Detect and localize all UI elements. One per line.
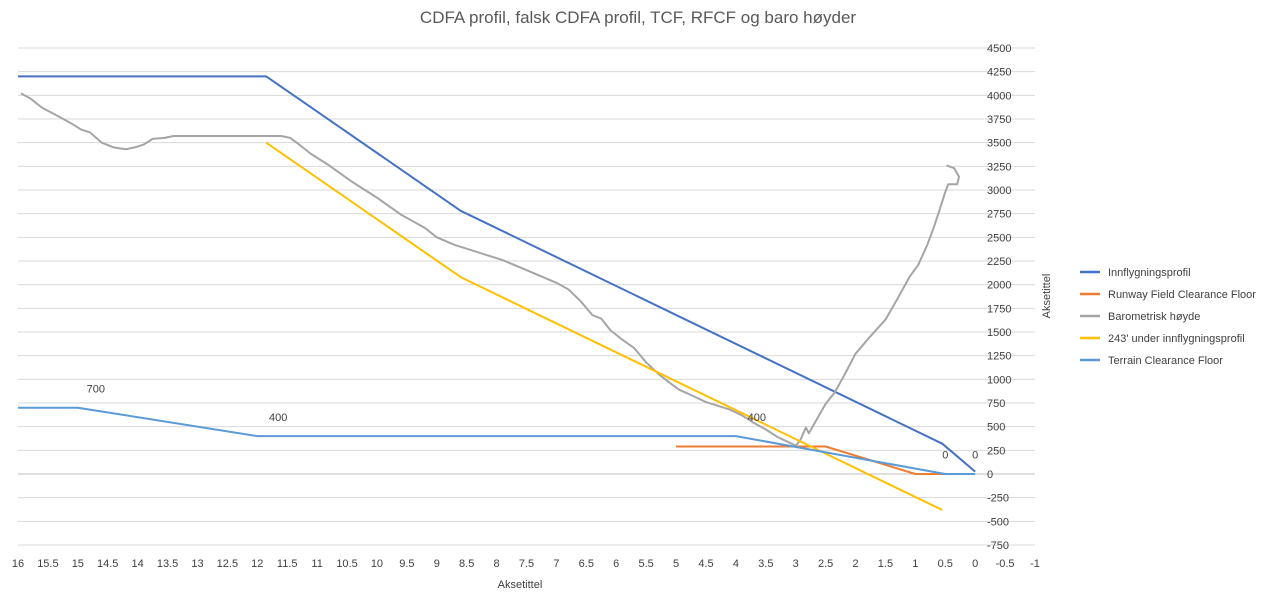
x-tick-label: 7.5 bbox=[519, 558, 534, 570]
legend-label: Innflygningsprofil bbox=[1108, 267, 1191, 279]
x-tick-label: 1.5 bbox=[878, 558, 893, 570]
y-tick-label: 2250 bbox=[987, 256, 1011, 268]
x-tick-label: 11 bbox=[311, 558, 322, 570]
x-tick-label: 0.5 bbox=[938, 558, 953, 570]
y-tick-label: 4000 bbox=[987, 90, 1011, 102]
data-label: 0 bbox=[972, 449, 978, 461]
x-tick-label: 0 bbox=[972, 558, 978, 570]
y-tick-label: 3000 bbox=[987, 185, 1011, 197]
x-tick-label: 12.5 bbox=[217, 558, 238, 570]
series-line-0 bbox=[18, 75, 976, 473]
y-tick-label: 250 bbox=[987, 445, 1005, 457]
legend-label: Terrain Clearance Floor bbox=[1108, 355, 1223, 367]
legend-label: Barometrisk høyde bbox=[1108, 311, 1200, 323]
x-tick-label: 15.5 bbox=[37, 558, 58, 570]
annotation-layer: 700 400 400 0 0 bbox=[87, 384, 979, 462]
x-tick-label: 8.5 bbox=[459, 558, 474, 570]
y-tick-label: 1500 bbox=[987, 327, 1011, 339]
series-line-3 bbox=[265, 141, 943, 511]
y-tick-label: 500 bbox=[987, 422, 1005, 434]
x-tick-label: 6.5 bbox=[579, 558, 594, 570]
series-layer bbox=[18, 75, 976, 511]
grid-layer bbox=[18, 47, 1035, 546]
data-label: 0 bbox=[942, 449, 948, 461]
y-tick-label: -750 bbox=[987, 540, 1009, 552]
x-tick-label: 16 bbox=[12, 558, 24, 570]
x-tick-label: 4 bbox=[733, 558, 739, 570]
series-line-4 bbox=[18, 406, 976, 475]
y-axis-title: Aksetittel bbox=[1041, 274, 1053, 319]
x-tick-label: 2.5 bbox=[818, 558, 833, 570]
y-tick-label: 750 bbox=[987, 398, 1005, 410]
x-tick-label: 9.5 bbox=[399, 558, 414, 570]
legend: Innflygningsprofil Runway Field Clearance… bbox=[1080, 267, 1256, 367]
x-tick-label: 13 bbox=[191, 558, 203, 570]
x-tick-label: 12 bbox=[251, 558, 263, 570]
y-tick-label: 1000 bbox=[987, 374, 1011, 386]
x-tick-label: 8 bbox=[494, 558, 500, 570]
legend-label: 243' under innflygningsprofil bbox=[1108, 333, 1245, 345]
y-tick-label: 2500 bbox=[987, 232, 1011, 244]
x-tick-label: 9 bbox=[434, 558, 440, 570]
data-label: 700 bbox=[87, 384, 105, 396]
y-tick-label: 3500 bbox=[987, 138, 1011, 150]
x-tick-label: 10.5 bbox=[336, 558, 357, 570]
x-tick-label: 4.5 bbox=[698, 558, 713, 570]
data-label: 400 bbox=[748, 412, 766, 424]
x-tick-label: -0.5 bbox=[996, 558, 1015, 570]
y-tick-label: 1750 bbox=[987, 303, 1011, 315]
x-tick-label: 3.5 bbox=[758, 558, 773, 570]
x-tick-label: 5 bbox=[673, 558, 679, 570]
data-label: 400 bbox=[269, 412, 287, 424]
series-line-2 bbox=[20, 92, 960, 447]
x-tick-label: 5.5 bbox=[638, 558, 653, 570]
x-axis-title: Aksetittel bbox=[498, 579, 543, 591]
x-tick-label: 14.5 bbox=[97, 558, 118, 570]
y-tick-label: 2000 bbox=[987, 280, 1011, 292]
x-tick-label: 6 bbox=[613, 558, 619, 570]
x-tick-label: 3 bbox=[793, 558, 799, 570]
tick-layer: -750-500-2500250500750100012501500175020… bbox=[12, 43, 1040, 570]
y-tick-label: -250 bbox=[987, 493, 1009, 505]
chart-title: CDFA profil, falsk CDFA profil, TCF, RFC… bbox=[420, 8, 856, 27]
x-tick-label: 10 bbox=[371, 558, 383, 570]
x-tick-label: 2 bbox=[852, 558, 858, 570]
legend-label: Runway Field Clearance Floor bbox=[1108, 289, 1256, 301]
y-tick-label: 4250 bbox=[987, 67, 1011, 79]
x-tick-label: 11.5 bbox=[277, 558, 298, 570]
y-tick-label: 3250 bbox=[987, 161, 1011, 173]
y-tick-label: 1250 bbox=[987, 351, 1011, 363]
x-tick-label: 7 bbox=[553, 558, 559, 570]
x-tick-label: 13.5 bbox=[157, 558, 178, 570]
y-tick-label: 3750 bbox=[987, 114, 1011, 126]
x-tick-label: 14 bbox=[132, 558, 144, 570]
y-tick-label: 2750 bbox=[987, 209, 1011, 221]
y-tick-label: 4500 bbox=[987, 43, 1011, 55]
y-tick-label: -500 bbox=[987, 516, 1009, 528]
y-tick-label: 0 bbox=[987, 469, 993, 481]
x-tick-label: 15 bbox=[72, 558, 84, 570]
x-tick-label: 1 bbox=[912, 558, 918, 570]
x-tick-label: -1 bbox=[1030, 558, 1040, 570]
